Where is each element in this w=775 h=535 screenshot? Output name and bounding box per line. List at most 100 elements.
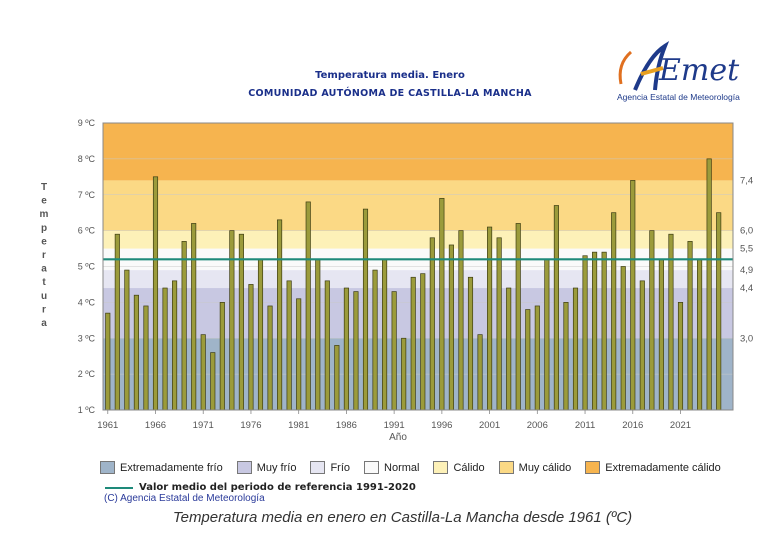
bar-1988 — [362, 208, 369, 411]
bar-1996 — [439, 197, 445, 411]
y-tick-label: 5 ºC — [78, 262, 96, 272]
bar-1977 — [257, 258, 264, 411]
legend-label: Muy frío — [256, 461, 297, 474]
y-tick-label: 8 ºC — [78, 154, 96, 164]
bar-2008 — [553, 205, 559, 411]
legend-item: Muy cálido — [498, 461, 571, 474]
bar-2004 — [515, 223, 521, 411]
x-tick-labels: 1961 1966 1971 1976 1981 1986 1991 1996 2001 2006… — [97, 410, 691, 431]
bar-1985 — [334, 345, 340, 411]
bar-1974 — [229, 230, 235, 411]
bar-2016 — [630, 180, 636, 411]
reference-label: Valor medio del periodo de referencia 19… — [139, 482, 416, 493]
bar-1994 — [420, 273, 426, 411]
chart-title: Temperatura media. Enero — [315, 70, 465, 81]
x-tick-label: 1986 — [336, 420, 357, 431]
legend-item: Cálido — [433, 461, 485, 474]
chart-subtitle: COMUNIDAD AUTÓNOMA DE CASTILLA-LA MANCHA — [248, 88, 532, 99]
band-1 — [103, 288, 733, 339]
bar-1984 — [324, 280, 330, 411]
legend-label: Extremadamente cálido — [605, 461, 721, 474]
band-5 — [103, 180, 733, 231]
x-tick-label: 2021 — [670, 420, 691, 431]
x-axis-label: Año — [389, 432, 407, 443]
band-4 — [103, 230, 733, 249]
threshold-label: 7,4 — [740, 175, 753, 186]
bar-1964 — [133, 294, 139, 411]
logo-caption: Agencia Estatal de Meteorología — [617, 92, 740, 102]
bar-2012 — [592, 251, 598, 411]
legend-swatch — [100, 461, 115, 474]
y-label-letter: p — [41, 223, 47, 234]
y-label-letter: t — [42, 277, 46, 288]
bar-2023 — [697, 258, 703, 411]
copyright: (C) Agencia Estatal de Meteorología — [104, 493, 265, 504]
legend-swatch — [310, 461, 326, 474]
y-tick-label: 9 ºC — [78, 118, 96, 128]
bar-1999 — [467, 276, 474, 411]
legend-label: Extremadamente frío — [120, 461, 223, 474]
bar-1978 — [267, 305, 273, 411]
legend-swatch — [585, 461, 601, 474]
threshold-labels: 7,4 6,0 5,5 4,9 4,4 3,0 — [740, 175, 753, 344]
bar-1961 — [105, 312, 111, 411]
y-label-letter: r — [42, 304, 46, 315]
y-label-letter: T — [41, 182, 47, 193]
bar-1969 — [181, 241, 187, 411]
bar-2013 — [601, 251, 607, 411]
band-2 — [103, 270, 733, 289]
y-label-letter: r — [42, 250, 46, 261]
bar-1990 — [382, 258, 388, 411]
y-tick-label: 2 ºC — [78, 369, 96, 379]
threshold-label: 4,9 — [740, 265, 753, 276]
bar-2020 — [668, 233, 674, 411]
x-tick-label: 2001 — [479, 420, 500, 431]
bar-2024 — [706, 158, 712, 411]
bar-1975 — [238, 233, 244, 411]
bar-2018 — [649, 230, 655, 411]
y-tick-label: 6 ºC — [78, 226, 96, 236]
legend-item: Extremadamente frío — [100, 461, 223, 474]
threshold-label: 4,4 — [740, 283, 753, 294]
x-tick-label: 2016 — [622, 420, 643, 431]
legend-item: Frío — [310, 461, 350, 474]
legend-swatch — [433, 461, 449, 474]
bar-2006 — [534, 305, 540, 411]
y-tick-label: 1 ºC — [78, 405, 96, 415]
plot-frame — [102, 122, 734, 411]
x-tick-label: 1991 — [384, 420, 405, 431]
bar-2010 — [572, 287, 579, 411]
legend-item: Extremadamente cálido — [585, 461, 721, 474]
bar-1968 — [172, 280, 178, 411]
bar-2015 — [620, 266, 626, 411]
threshold-label: 3,0 — [740, 333, 753, 344]
bar-2017 — [639, 280, 645, 411]
bar-2003 — [506, 287, 512, 411]
bar-1995 — [429, 237, 435, 411]
bar-1991 — [391, 291, 397, 411]
svg-text:Emet: Emet — [658, 53, 740, 88]
bar-1987 — [353, 291, 359, 411]
bar-1998 — [458, 230, 464, 411]
bar-1993 — [410, 276, 416, 411]
caption: Temperatura media en enero en Castilla-L… — [172, 509, 633, 526]
bar-2001 — [487, 226, 493, 411]
chart-area: 1 ºC 2 ºC 3 ºC 4 ºC 5 ºC 6 ºC 7 ºC 8 ºC 9 ºC 196… — [40, 118, 754, 443]
bar-2014 — [611, 212, 617, 411]
y-tick-label: 3 ºC — [78, 333, 96, 343]
bar-1971 — [200, 334, 206, 411]
x-tick-label: 2006 — [527, 420, 548, 431]
x-tick-label: 1996 — [431, 420, 452, 431]
legend-item: Muy frío — [236, 461, 297, 474]
band-6 — [103, 123, 733, 181]
bar-2021 — [677, 302, 684, 411]
legend-swatch — [236, 461, 252, 474]
x-tick-label: 1961 — [97, 420, 118, 431]
bar-1967 — [162, 287, 168, 411]
bar-2002 — [496, 237, 502, 411]
bar-2011 — [582, 255, 588, 411]
y-label-letter: e — [41, 196, 47, 207]
y-label-letter: e — [41, 236, 47, 247]
reference-line-swatch — [105, 486, 133, 489]
bar-1963 — [124, 269, 130, 411]
